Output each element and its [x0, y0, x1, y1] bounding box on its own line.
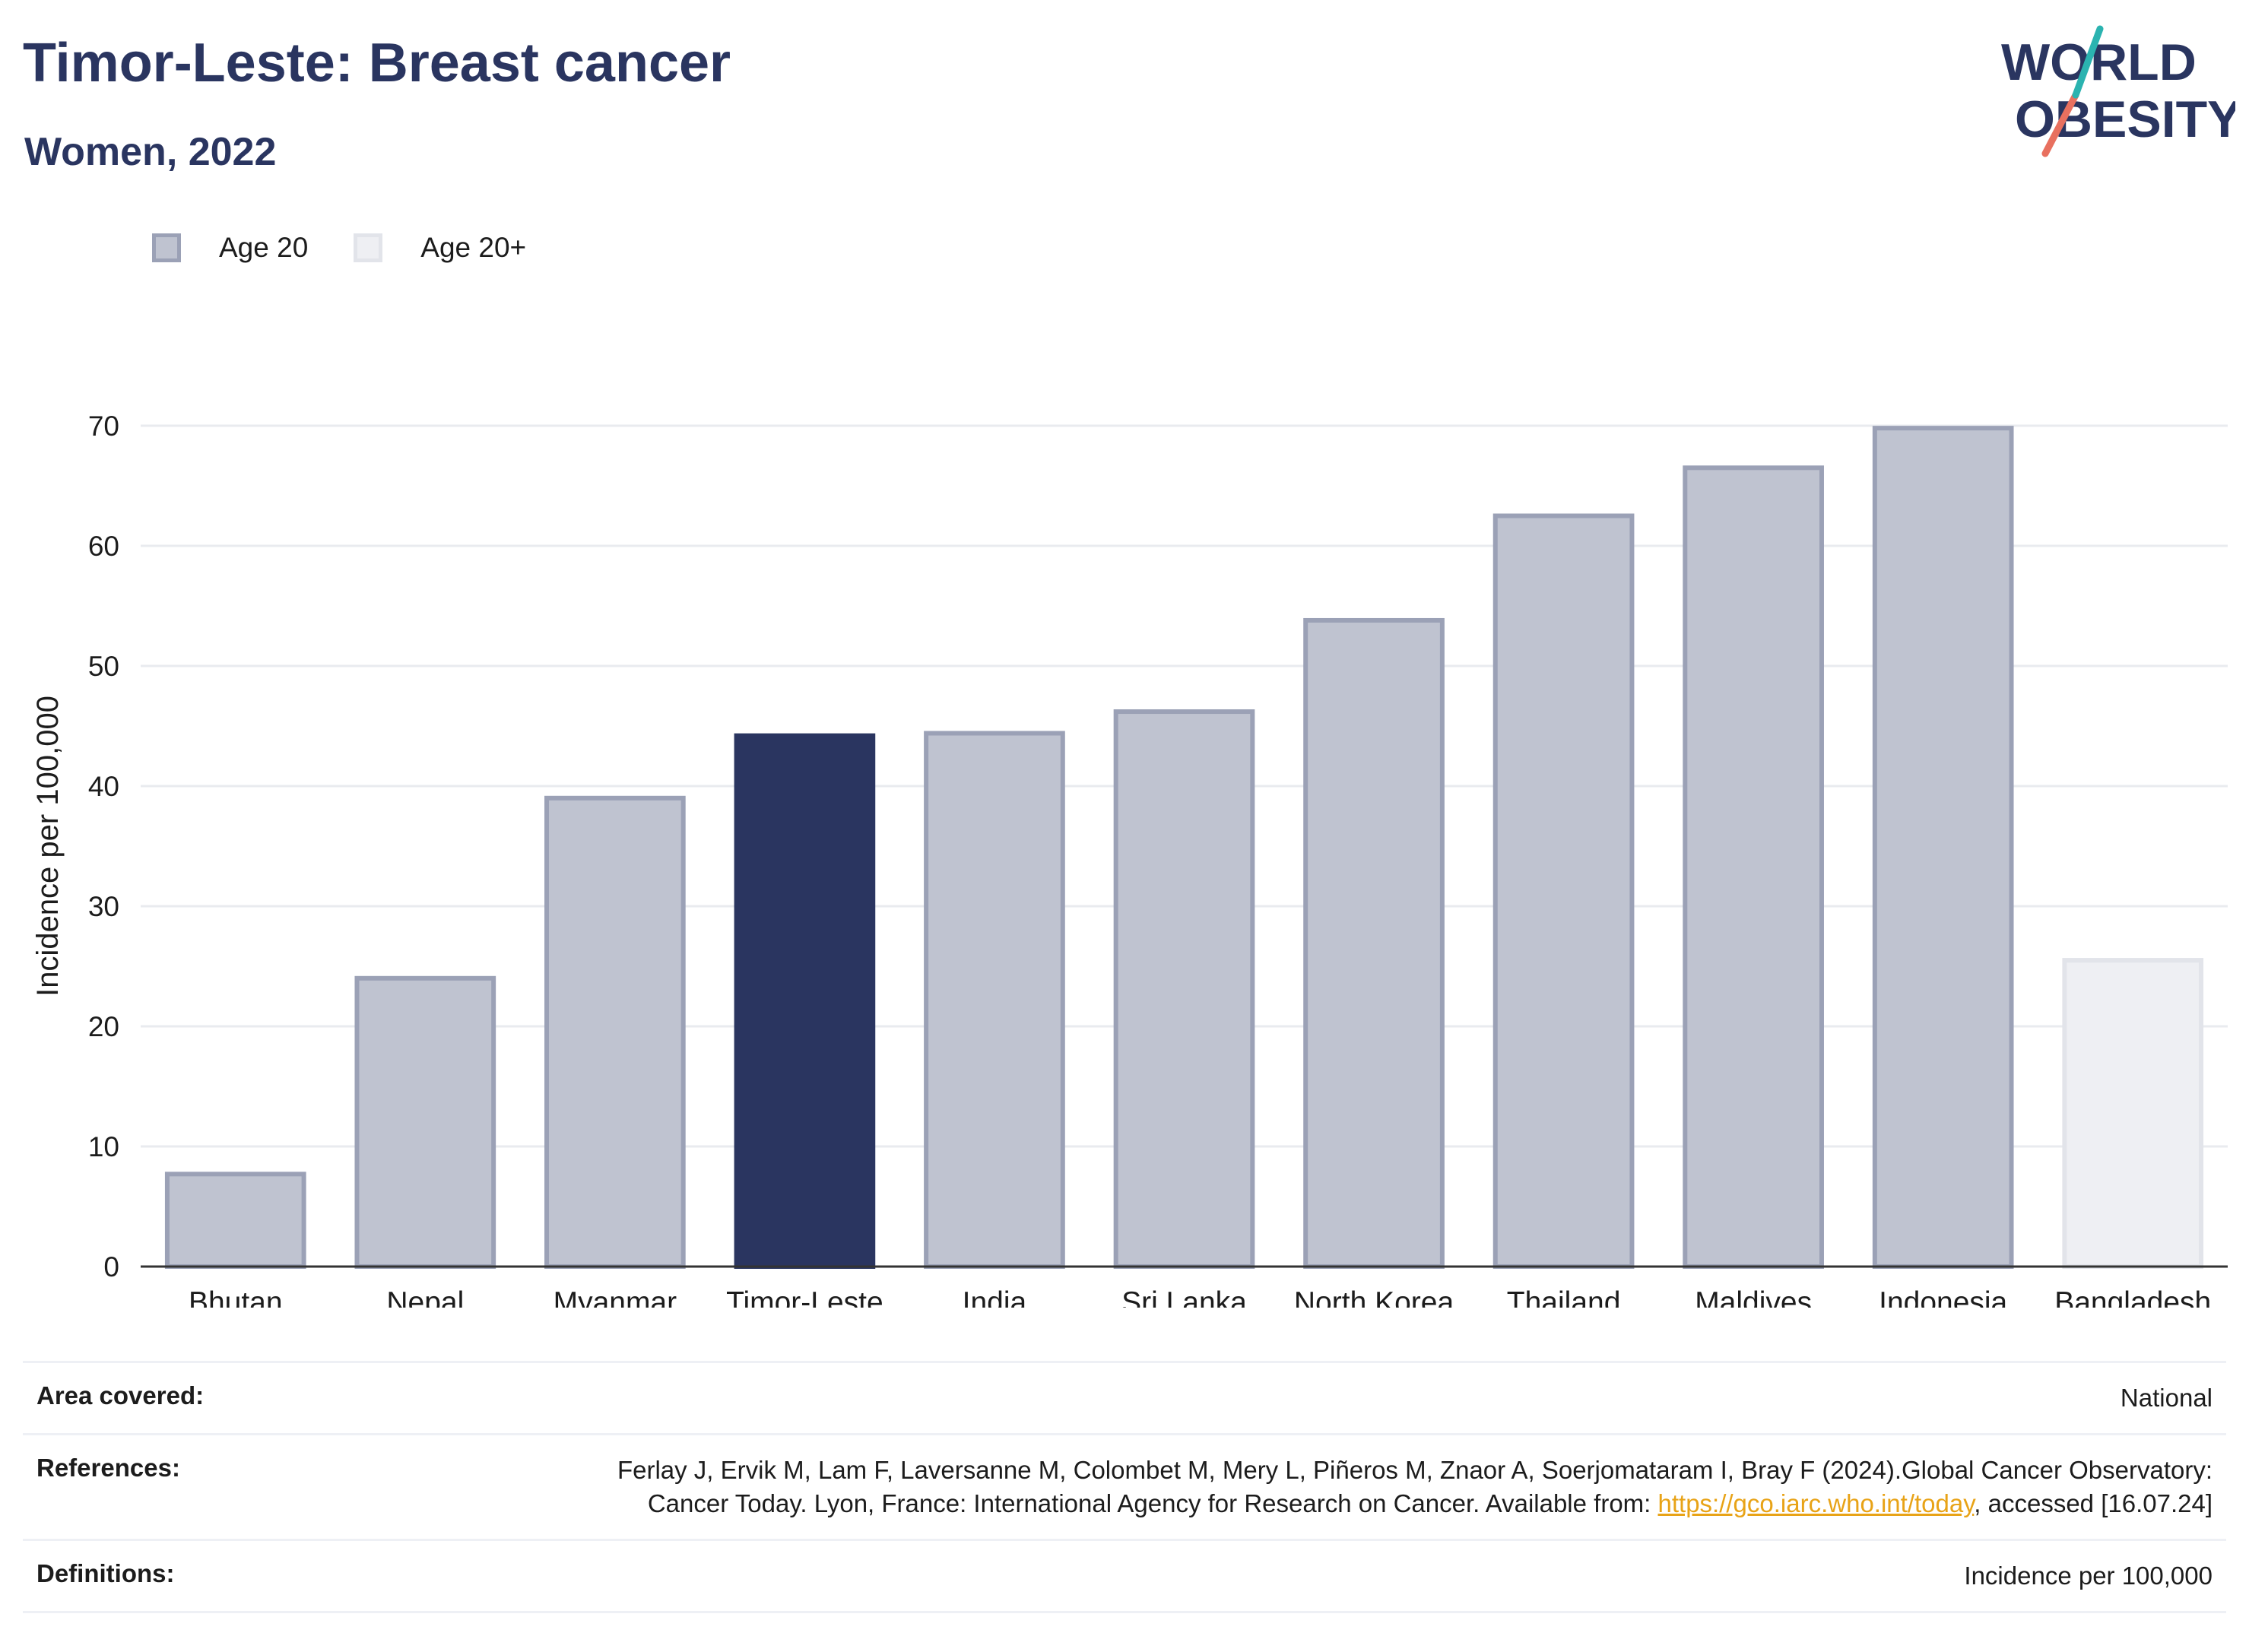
y-tick-label: 0 — [103, 1251, 119, 1283]
x-tick-label: Maldives — [1695, 1286, 1812, 1308]
chart-subtitle: Women, 2022 — [24, 130, 277, 174]
bar — [1872, 426, 2014, 1269]
x-tick-label: Bangladesh — [2054, 1286, 2211, 1308]
y-tick-label: 30 — [88, 891, 119, 922]
y-tick-label: 40 — [88, 771, 119, 802]
bar — [164, 1172, 306, 1269]
x-tick-label: Myanmar — [554, 1286, 677, 1308]
footer-row-references: References: Ferlay J, Ervik M, Lam F, La… — [23, 1433, 2226, 1539]
bar — [2062, 958, 2204, 1269]
x-tick-label: Thailand — [1507, 1286, 1621, 1308]
chart-legend: Age 20 Age 20+ — [152, 228, 572, 268]
x-tick-label: Sri Lanka — [1121, 1286, 1247, 1308]
x-tick-label: North Korea — [1294, 1286, 1454, 1308]
legend-label-age-20: Age 20 — [219, 232, 309, 263]
world-obesity-logo: WORLD OBESITY — [2001, 25, 2235, 157]
definitions-value: Incidence per 100,000 — [1964, 1562, 2213, 1590]
x-tick-label: India — [963, 1286, 1027, 1308]
x-tick-label: Nepal — [386, 1286, 464, 1308]
area-covered-label: Area covered: — [36, 1381, 205, 1409]
legend-swatch-age-20 — [152, 233, 181, 262]
bar — [1683, 465, 1824, 1269]
bar — [1303, 617, 1445, 1269]
y-tick-label: 60 — [88, 531, 119, 562]
logo-line-2: OBESITY — [2015, 90, 2235, 148]
bar — [924, 731, 1065, 1269]
legend-label-age-20-plus: Age 20+ — [420, 232, 527, 263]
y-tick-label: 70 — [88, 411, 119, 442]
legend-item-age-20[interactable]: Age 20 — [152, 232, 308, 264]
legend-item-age-20-plus[interactable]: Age 20+ — [354, 232, 526, 264]
bar — [734, 733, 876, 1269]
footer-row-definitions: Definitions: Incidence per 100,000 — [23, 1539, 2226, 1613]
chart-footer: Area covered: National References: Ferla… — [23, 1361, 2226, 1613]
references-label: References: — [36, 1454, 180, 1482]
legend-swatch-age-20-plus — [354, 233, 383, 262]
x-tick-label: Timor-Leste — [726, 1286, 883, 1308]
y-tick-label: 20 — [88, 1011, 119, 1042]
chart-title: Timor-Leste: Breast cancer — [23, 33, 731, 94]
x-tick-label: Indonesia — [1879, 1286, 2007, 1308]
bar — [354, 975, 496, 1270]
references-text-2: , accessed [16.07.24] — [1974, 1489, 2213, 1517]
bar — [1113, 709, 1255, 1269]
footer-row-area: Area covered: National — [23, 1361, 2226, 1433]
bar-chart: 0 10 20 30 40 50 60 70 Incidence per 100,000 Bhut… — [31, 411, 2228, 1308]
references-link[interactable]: https://gco.iarc.who.int/today — [1657, 1489, 1975, 1517]
logo-line-1: WORLD — [2001, 33, 2197, 91]
definitions-label: Definitions: — [36, 1559, 175, 1587]
bar — [544, 795, 686, 1270]
references-value: Ferlay J, Ervik M, Lam F, Laversanne M, … — [616, 1454, 2213, 1520]
y-tick-label: 50 — [88, 651, 119, 682]
bar — [1492, 513, 1635, 1269]
x-tick-label: Bhutan — [189, 1286, 283, 1308]
references-text-1: Ferlay J, Ervik M, Lam F, Laversanne M, … — [617, 1456, 2213, 1517]
area-covered-value: National — [2120, 1384, 2213, 1412]
y-tick-label: 10 — [88, 1131, 119, 1162]
y-axis-title: Incidence per 100,000 — [31, 696, 65, 997]
